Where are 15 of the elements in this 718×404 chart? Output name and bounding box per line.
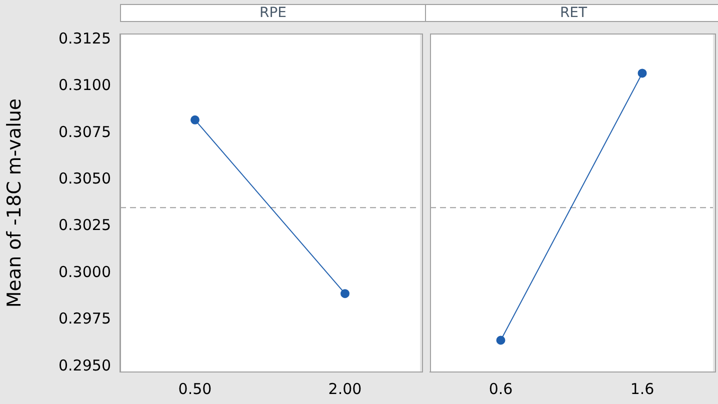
chart-title: RET: [425, 4, 718, 22]
x-tick-label: 2.00: [328, 380, 362, 398]
y-tick-label: 0.3000: [58, 262, 111, 281]
y-tick-label: 0.2950: [58, 356, 111, 374]
y-tick-label: 0.3100: [58, 76, 111, 94]
y-axis-title: Mean of -18C m-value: [3, 98, 26, 308]
x-tick-label: 0.6: [488, 380, 513, 398]
x-tick-label: 0.50: [178, 380, 212, 398]
x-tick-label: 1.6: [630, 380, 654, 398]
y-tick-label: 0.3050: [58, 170, 111, 188]
y-tick-label: 0.2975: [58, 310, 111, 328]
y-tick-label: 0.3075: [58, 122, 111, 141]
chart-title: RPE: [120, 4, 426, 22]
y-tick-label: 0.3025: [58, 216, 111, 234]
y-tick-label: 0.3125: [58, 29, 111, 48]
